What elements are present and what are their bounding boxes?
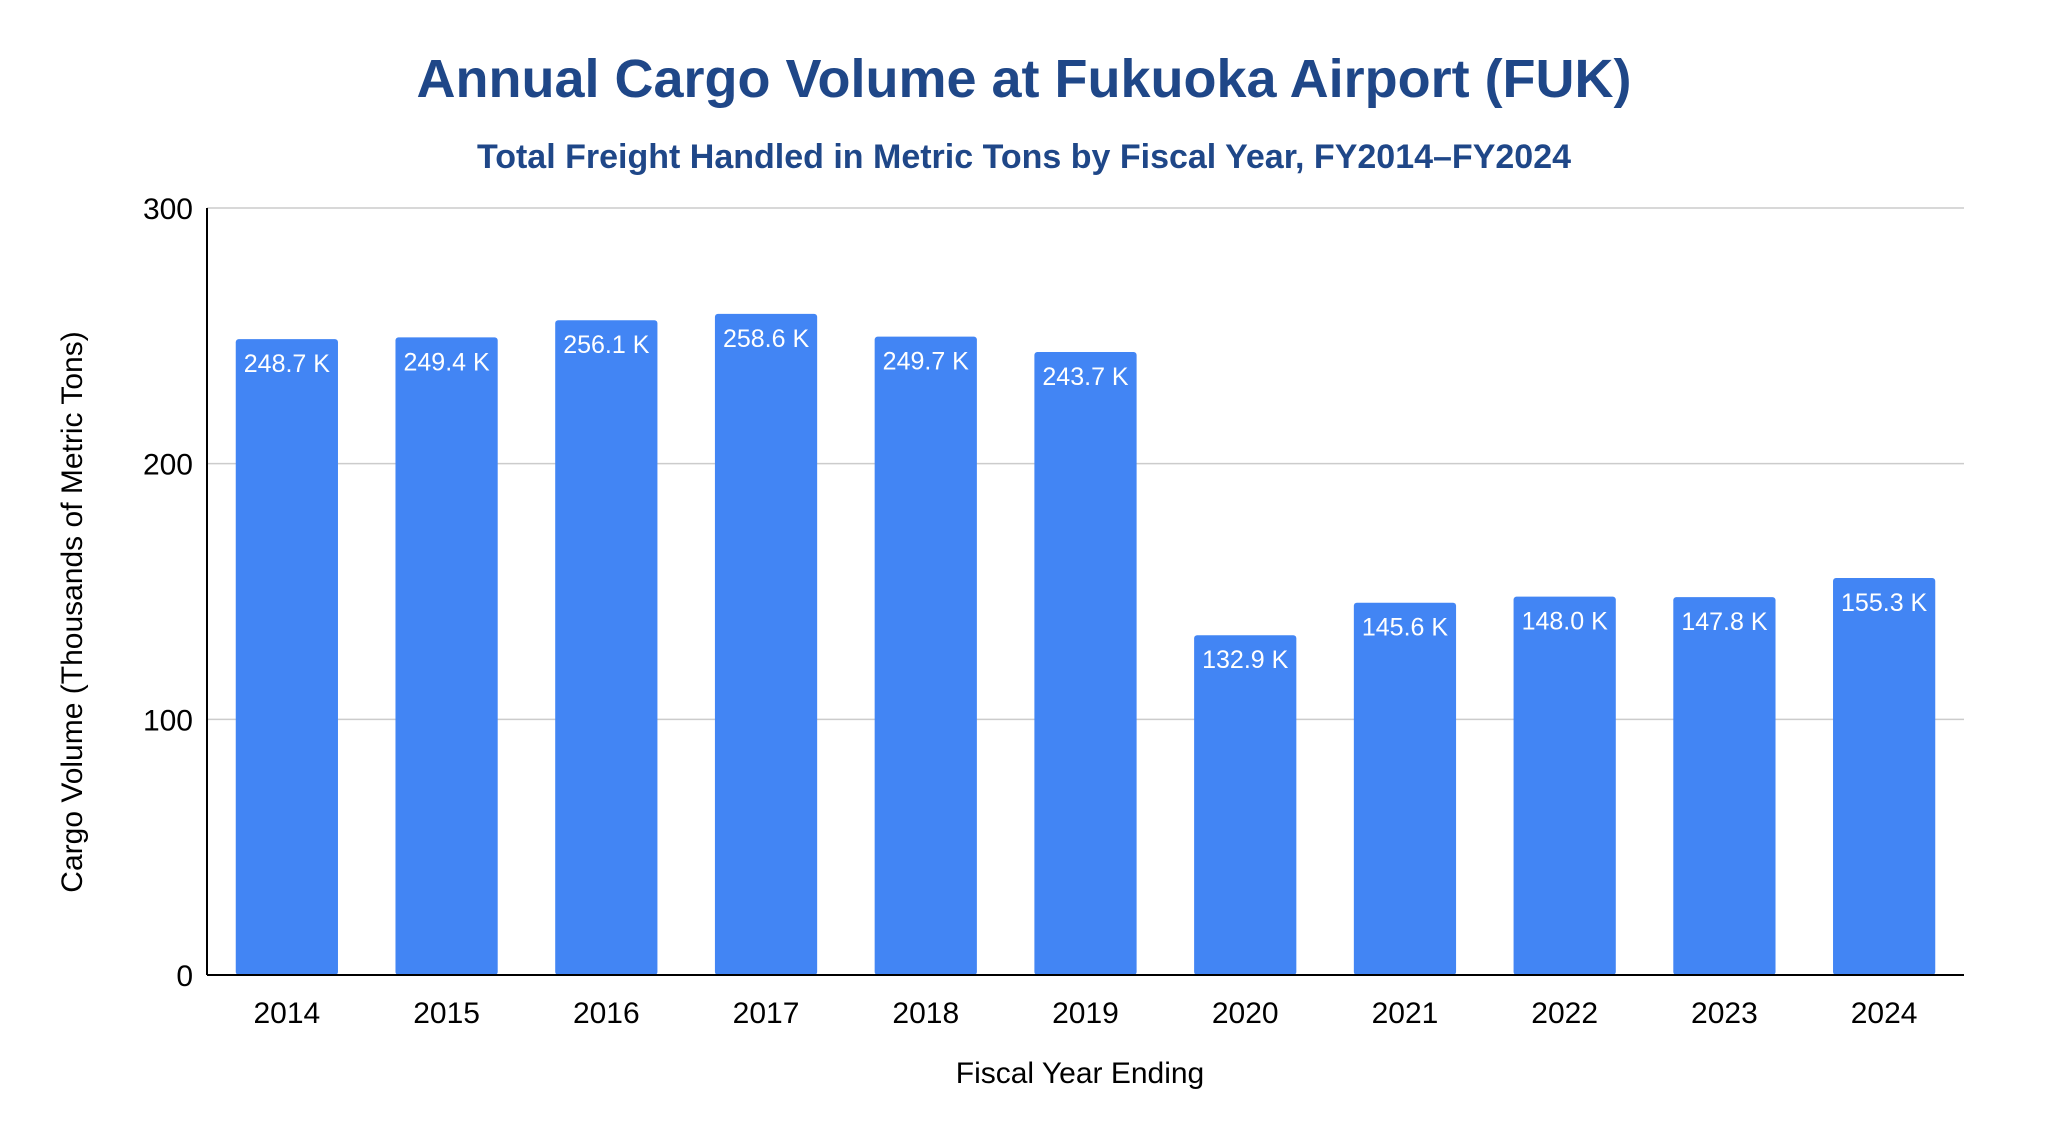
x-tick-label: 2019 (1052, 997, 1119, 1030)
bars: 248.7 K 249.4 K 256.1 K 258.6 K 249.7 K 243.7… (235, 313, 1936, 976)
data-label: 243.7 K (1042, 363, 1129, 391)
x-tick-label: 2020 (1212, 997, 1279, 1030)
data-label: 148.0 K (1522, 608, 1609, 636)
bar (1194, 635, 1297, 975)
bar (1673, 597, 1776, 975)
data-label: 147.8 K (1681, 608, 1768, 636)
bar (555, 320, 658, 975)
chart-title: Annual Cargo Volume at Fukuoka Airport (… (416, 49, 1632, 109)
x-tick-label: 2023 (1691, 997, 1758, 1030)
x-tick-label: 2015 (413, 997, 480, 1030)
x-tick-label: 2018 (892, 997, 959, 1030)
y-tick-label: 200 (143, 449, 193, 482)
bar (1034, 351, 1137, 976)
bar (1513, 596, 1616, 975)
x-tick-label: 2021 (1372, 997, 1439, 1030)
bar (235, 339, 338, 976)
y-tick-label: 100 (143, 704, 193, 737)
bar (1353, 602, 1457, 975)
bar (1833, 577, 1936, 975)
data-label: 258.6 K (723, 325, 810, 353)
x-axis-title: Fiscal Year Ending (956, 1057, 1205, 1090)
data-label: 249.7 K (883, 348, 970, 376)
y-axis-title: Cargo Volume (Thousands of Metric Tons) (56, 331, 89, 892)
axes (206, 208, 1964, 976)
data-label: 145.6 K (1362, 614, 1449, 642)
bar (874, 336, 977, 975)
data-label: 249.4 K (403, 348, 490, 376)
data-label: 155.3 K (1841, 589, 1928, 617)
x-tick-label: 2022 (1531, 997, 1598, 1030)
x-tick-label: 2016 (573, 997, 640, 1030)
y-tick-label: 300 (143, 193, 193, 226)
tick-labels: 0 100 200 300 2014 2015 2016 2017 2018 2019 2020 20… (143, 193, 1918, 1030)
bar (714, 313, 818, 975)
x-tick-label: 2014 (253, 997, 320, 1030)
chart-subtitle: Total Freight Handled in Metric Tons by … (476, 138, 1572, 176)
y-tick-label: 0 (176, 960, 193, 993)
data-label: 132.9 K (1202, 646, 1289, 674)
x-tick-label: 2017 (733, 997, 800, 1030)
data-label: 256.1 K (563, 331, 650, 359)
bar (395, 337, 498, 976)
data-label: 248.7 K (244, 350, 331, 378)
x-tick-label: 2024 (1851, 997, 1918, 1030)
